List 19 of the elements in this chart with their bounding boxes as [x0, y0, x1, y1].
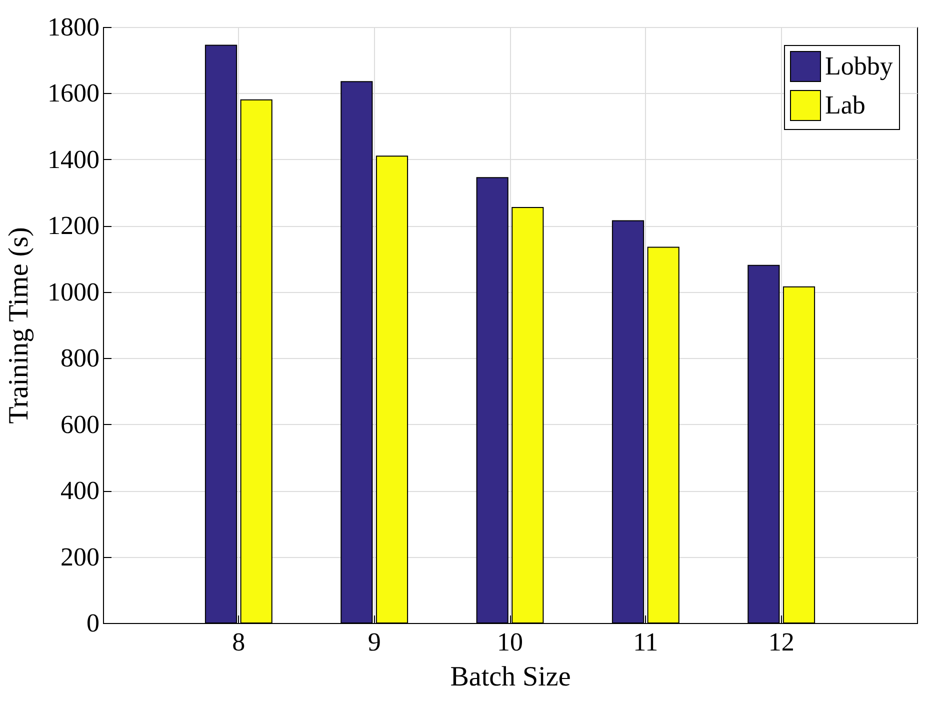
x-tick-label: 8: [232, 628, 246, 656]
x-tick-label: 12: [768, 628, 794, 656]
y-tick-label: 1000: [48, 277, 100, 306]
y-tick-label: 1800: [48, 12, 100, 42]
x-tick-label: 11: [633, 628, 658, 656]
y-tick-label: 400: [60, 476, 100, 506]
x-tick-label: 9: [368, 628, 381, 656]
y-tick-label: 0: [86, 608, 100, 638]
y-tick-label: 1200: [48, 211, 100, 240]
y-axis-title: Training Time (s): [4, 227, 34, 424]
legend-label: Lab: [825, 90, 866, 120]
y-tick-label: 1400: [48, 144, 100, 174]
y-tick-label: 200: [60, 542, 100, 572]
y-tick-label: 600: [60, 410, 100, 439]
y-tick-label: 800: [60, 344, 100, 373]
x-axis-title: Batch Size: [450, 662, 571, 692]
y-tick-label: 1600: [48, 78, 100, 108]
x-tick-label: 10: [497, 628, 523, 656]
legend-label: Lobby: [825, 52, 893, 80]
